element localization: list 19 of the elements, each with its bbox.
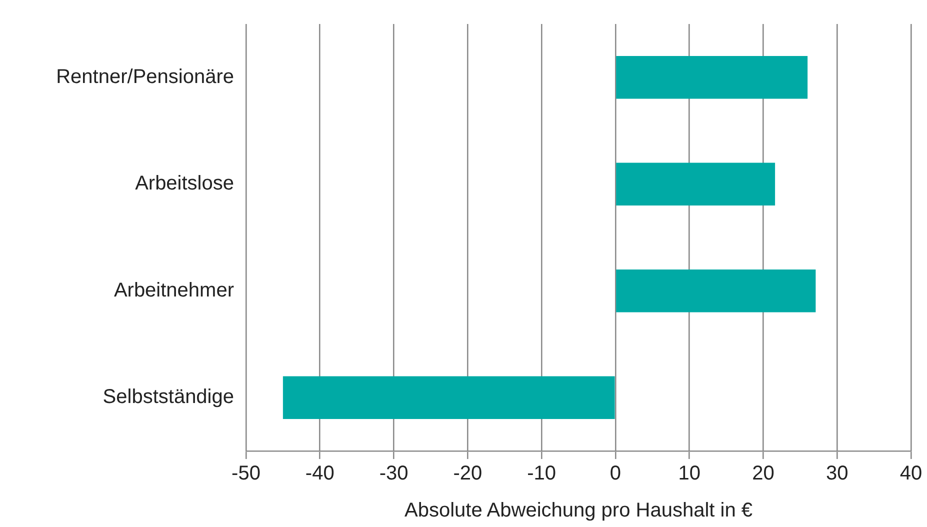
y-tick-label: Arbeitslose [135, 172, 234, 195]
bar [616, 270, 816, 312]
y-tick-label: Arbeitnehmer [114, 279, 234, 302]
bar [282, 376, 615, 419]
bar [616, 162, 776, 206]
x-tick-label: 40 [900, 462, 922, 485]
x-tick-label: 30 [826, 462, 848, 485]
x-axis-title: Absolute Abweichung pro Haushalt in € [404, 500, 753, 522]
bar [616, 56, 808, 99]
x-tick-label: 20 [752, 462, 774, 485]
y-tick-label: Selbstständige [102, 386, 234, 408]
x-tick-label: 10 [678, 462, 700, 485]
x-tick-label: -20 [453, 462, 482, 485]
x-tick-label: -10 [527, 462, 556, 485]
y-tick-label: Rentner/Pensionäre [56, 66, 234, 88]
x-tick-label: -30 [379, 462, 408, 485]
x-tick-label: 0 [610, 462, 622, 485]
x-tick-label: -50 [232, 462, 260, 485]
x-tick-label: -40 [305, 462, 334, 485]
